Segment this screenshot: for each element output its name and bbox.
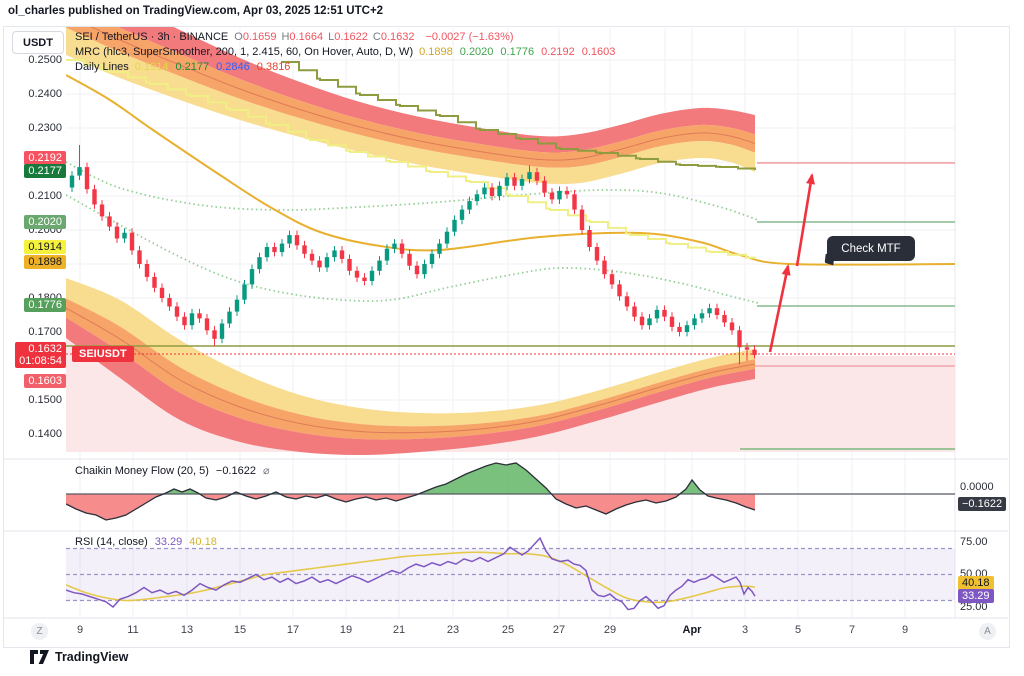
legend-value: 0.3816 <box>256 61 291 73</box>
ohlc-part: L <box>328 31 335 43</box>
symbol-price-label: SEIUSDT <box>72 346 134 362</box>
legend-value: 0.1603 <box>581 46 616 58</box>
change-value: −0.0027 (−1.63%) <box>425 31 514 43</box>
time-tick-label: 19 <box>339 624 353 636</box>
mute-icon[interactable]: ⌀ <box>262 465 270 477</box>
price-tick-label: 0.2500 <box>28 54 62 66</box>
check-mtf-callout[interactable]: Check MTF <box>824 236 915 266</box>
time-tick-label: 27 <box>552 624 566 636</box>
tradingview-logo-icon <box>30 650 49 664</box>
time-tick-label: 23 <box>446 624 460 636</box>
rsi-tick-label: 75.00 <box>960 536 988 548</box>
legend-value: 0.1914 <box>134 61 169 73</box>
rsi-title: RSI (14, close) <box>75 536 148 548</box>
time-tick-label: 25 <box>501 624 515 636</box>
price-tick-label: 0.1400 <box>28 428 62 440</box>
time-tick-label: 17 <box>286 624 300 636</box>
published-line: ol_charles published on TradingView.com,… <box>8 5 384 17</box>
price-level-badge: 0.1632 01:08:54 <box>15 342 66 368</box>
mrc-values: 0.1898 0.2020 0.1776 0.2192 0.1603 <box>419 46 622 58</box>
countdown-timer: 01:08:54 <box>19 355 62 367</box>
price-level-badge: 0.2192 <box>24 151 66 165</box>
check-mtf-text: Check MTF <box>841 242 901 255</box>
ohlc-part: 0.1659 <box>242 31 277 43</box>
time-tick-label: 21 <box>392 624 406 636</box>
ohlc-part: H <box>281 31 290 43</box>
time-tick-label: 29 <box>603 624 617 636</box>
rsi-tick-label: 25.00 <box>960 601 988 613</box>
ohlc-values: O0.1659 H0.1664 L0.1622 C0.1632 <box>234 31 419 43</box>
ohlc-part: O <box>234 31 243 43</box>
rsi-value-badge: 40.18 <box>958 576 994 590</box>
cmf-value-badge: −0.1622 <box>958 497 1007 511</box>
legend-mrc-row[interactable]: MRC (hlc3, SuperSmoother, 200, 1, 2.415,… <box>75 46 622 58</box>
price-tick-label: 0.1500 <box>28 394 62 406</box>
legend-value: 0.2177 <box>175 61 210 73</box>
price-level-badge: 0.2020 <box>24 215 66 229</box>
legend-symbol-row[interactable]: SEI / TetherUS · 3h · BINANCE O0.1659 H0.… <box>75 31 514 43</box>
price-tick-label: 0.1700 <box>28 326 62 338</box>
price-tick-label: 0.2400 <box>28 88 62 100</box>
price-tick-label: 0.2100 <box>28 190 62 202</box>
legend-value: 0.2846 <box>216 61 250 73</box>
currency-toggle-button[interactable]: USDT <box>12 31 64 54</box>
cmf-legend-row[interactable]: Chaikin Money Flow (20, 5) −0.1622 ⌀ <box>75 464 270 477</box>
time-tick-label: 3 <box>741 624 749 636</box>
daily-lines-values: 0.1914 0.2177 0.2846 0.3816 <box>135 61 298 73</box>
mrc-title: MRC (hlc3, SuperSmoother, 200, 1, 2.415,… <box>75 46 414 58</box>
price-level-badge: 0.2177 <box>24 164 66 178</box>
price-tick-label: 0.2300 <box>28 122 62 134</box>
cmf-value: −0.1622 <box>215 465 256 477</box>
time-tick-label: 13 <box>180 624 194 636</box>
rsi-legend-row[interactable]: RSI (14, close) 33.29 40.18 <box>75 536 217 548</box>
cmf-title: Chaikin Money Flow (20, 5) <box>75 465 209 477</box>
ohlc-part: 0.1632 <box>380 31 415 43</box>
timezone-button[interactable]: Z <box>31 623 48 640</box>
tradingview-attribution[interactable]: TradingView <box>30 650 128 664</box>
ohlc-part: 0.1664 <box>289 31 324 43</box>
time-tick-label: Apr <box>682 624 702 636</box>
brand-name: TradingView <box>55 650 129 664</box>
time-tick-label: 11 <box>127 624 139 636</box>
price-level-badge: 0.1914 <box>24 240 66 254</box>
legend-daily-row[interactable]: Daily Lines 0.1914 0.2177 0.2846 0.3816 <box>75 61 297 73</box>
symbol-title: SEI / TetherUS · 3h · BINANCE <box>75 31 229 43</box>
time-tick-label: 7 <box>848 624 856 636</box>
price-level-badge: 0.1898 <box>24 255 66 269</box>
legend-value: 0.2192 <box>541 46 575 58</box>
time-tick-label: 5 <box>794 624 802 636</box>
ohlc-part: 0.1622 <box>334 31 368 43</box>
rsi-value-badge: 33.29 <box>958 589 994 603</box>
axis-settings-button[interactable]: A <box>979 623 996 640</box>
legend-value: 0.1898 <box>419 46 453 58</box>
time-tick-label: 9 <box>76 624 84 636</box>
price-level-badge: 0.1776 <box>24 298 66 312</box>
time-tick-label: 9 <box>901 624 909 636</box>
ohlc-part: C <box>372 31 381 43</box>
legend-value: 0.2020 <box>459 46 494 58</box>
rsi-value: 33.29 <box>154 536 183 548</box>
legend-value: 0.1776 <box>500 46 535 58</box>
daily-title: Daily Lines <box>75 61 129 73</box>
time-tick-label: 15 <box>233 624 247 636</box>
rsi-ma-value: 40.18 <box>189 536 217 548</box>
cmf-zero-label: 0.0000 <box>960 481 994 493</box>
price-level-badge: 0.1603 <box>24 374 66 388</box>
